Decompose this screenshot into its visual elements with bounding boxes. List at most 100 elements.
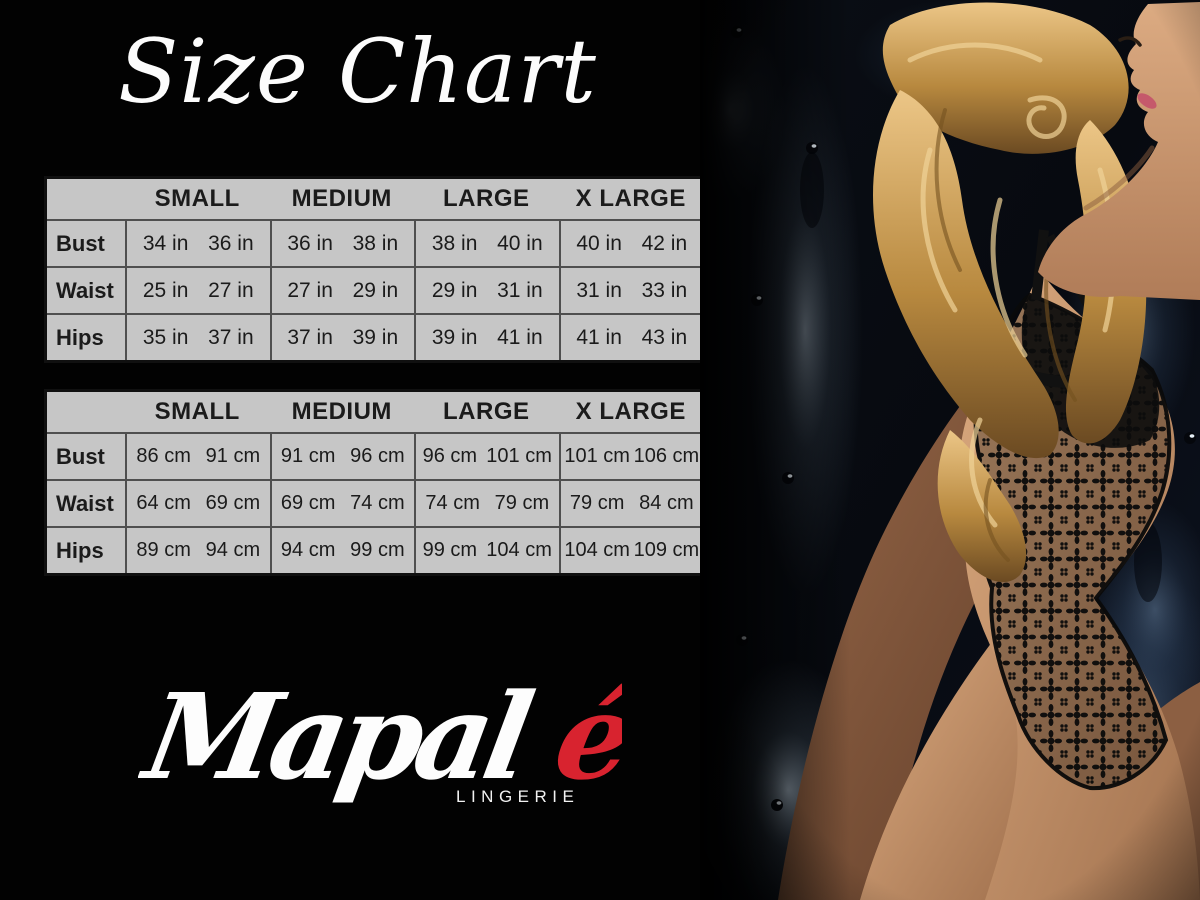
measure-value: 36 in	[287, 231, 333, 255]
measure-value: 29 in	[352, 278, 399, 302]
size-cell: 41 in 43 in	[558, 315, 704, 360]
measure-value: 91 cm	[205, 445, 261, 467]
brand-logo-art: Mapal é LINGERIE	[132, 668, 641, 807]
measure-value: 27 in	[208, 278, 254, 302]
brand-wordmark-red: é	[546, 668, 622, 807]
measure-value: 79 cm	[569, 492, 625, 514]
size-cell: 40 in 42 in	[558, 221, 704, 266]
size-cell: 86 cm 91 cm	[125, 434, 270, 479]
measure-value: 40 in	[576, 231, 622, 255]
measure-value: 74 cm	[350, 492, 405, 514]
brand-wordmark-text: Mapal é	[138, 668, 622, 807]
size-cell: 89 cm 94 cm	[125, 528, 270, 573]
size-cell: 35 in 37 in	[125, 315, 270, 360]
measure-value: 79 cm	[494, 492, 550, 514]
size-cell: 94 cm 99 cm	[269, 528, 415, 573]
measure-value: 99 cm	[350, 539, 405, 561]
size-cell: 36 in 38 in	[269, 221, 415, 266]
measure-value: 31 in	[497, 278, 543, 302]
size-table-centimeters: SMALL MEDIUM LARGE X LARGE Bust 86 cm 91…	[44, 389, 706, 576]
size-cell: 96 cm 101 cm	[414, 434, 559, 479]
size-table-inches: SMALL MEDIUM LARGE X LARGE Bust 34 in 36…	[44, 176, 706, 363]
column-header-large: LARGE	[443, 398, 530, 425]
measure-value: 89 cm	[136, 539, 191, 561]
measure-value: 43 in	[641, 325, 688, 349]
measure-value: 69 cm	[205, 492, 261, 514]
size-cell: 74 cm 79 cm	[414, 481, 559, 526]
table-row-bust: Bust 34 in 36 in 36 in 38 in 38 in 40 in…	[47, 219, 703, 266]
measure-value: 91 cm	[280, 445, 336, 467]
brand-wordmark-white: Mapal	[138, 668, 541, 807]
measure-value: 101 cm	[486, 445, 552, 467]
table-row-waist: Waist 64 cm 69 cm 69 cm 74 cm 74 cm 79 c…	[47, 479, 703, 526]
size-cell: 38 in 40 in	[414, 221, 559, 266]
row-label: Waist	[56, 277, 114, 303]
vignette-overlay	[700, 0, 1200, 900]
size-cell: 34 in 36 in	[125, 221, 270, 266]
row-label: Bust	[56, 230, 105, 256]
column-header-xlarge: X LARGE	[575, 398, 686, 425]
measure-value: 109 cm	[633, 539, 700, 561]
measure-value: 41 in	[576, 325, 622, 349]
column-header-xlarge: X LARGE	[575, 185, 686, 212]
column-header-medium: MEDIUM	[291, 185, 392, 212]
brand-wordmark: Mapal é	[132, 668, 641, 807]
measure-value: 29 in	[431, 278, 478, 302]
measure-value: 25 in	[142, 278, 189, 302]
brand-tagline: LINGERIE	[456, 787, 579, 806]
measure-value: 36 in	[208, 231, 254, 255]
measure-value: 104 cm	[564, 539, 630, 561]
table-row-bust: Bust 86 cm 91 cm 91 cm 96 cm 96 cm 101 c…	[47, 432, 703, 479]
measure-value: 38 in	[352, 231, 399, 255]
table-header-row: SMALL MEDIUM LARGE X LARGE	[47, 179, 703, 219]
measure-value: 96 cm	[350, 445, 405, 467]
row-label: Hips	[56, 324, 104, 350]
measure-value: 64 cm	[136, 492, 191, 514]
measure-value: 34 in	[142, 231, 189, 255]
measure-value: 42 in	[641, 231, 688, 255]
row-label: Hips	[56, 537, 104, 563]
column-header-medium: MEDIUM	[291, 398, 392, 425]
row-label: Bust	[56, 443, 105, 469]
measure-value: 37 in	[287, 325, 333, 349]
measure-value: 99 cm	[422, 539, 478, 561]
measure-value: 35 in	[142, 325, 189, 349]
size-cell: 91 cm 96 cm	[269, 434, 415, 479]
measure-value: 39 in	[352, 325, 399, 349]
measure-value: 84 cm	[639, 492, 694, 514]
size-cell: 37 in 39 in	[269, 315, 415, 360]
brand-logo: Mapal é LINGERIE	[132, 646, 641, 850]
measure-value: 94 cm	[280, 539, 336, 561]
measure-value: 106 cm	[633, 445, 700, 467]
size-cell: 29 in 31 in	[414, 268, 559, 313]
measure-value: 101 cm	[564, 445, 630, 467]
size-cell: 64 cm 69 cm	[125, 481, 270, 526]
size-cell: 104 cm 109 cm	[558, 528, 704, 573]
measure-value: 40 in	[497, 231, 543, 255]
row-label: Waist	[56, 490, 114, 516]
table-row-hips: Hips 35 in 37 in 37 in 39 in 39 in 41 in…	[47, 313, 703, 360]
measure-value: 69 cm	[280, 492, 336, 514]
table-header-row: SMALL MEDIUM LARGE X LARGE	[47, 392, 703, 432]
measure-value: 41 in	[497, 325, 543, 349]
size-cell: 39 in 41 in	[414, 315, 559, 360]
size-cell: 69 cm 74 cm	[269, 481, 415, 526]
measure-value: 31 in	[576, 278, 622, 302]
page-title: Size Chart	[118, 20, 597, 123]
measure-value: 74 cm	[425, 492, 480, 514]
measure-value: 37 in	[208, 325, 254, 349]
column-header-large: LARGE	[443, 185, 530, 212]
measure-value: 94 cm	[205, 539, 261, 561]
measure-value: 39 in	[431, 325, 478, 349]
table-row-waist: Waist 25 in 27 in 27 in 29 in 29 in 31 i…	[47, 266, 703, 313]
size-cell: 31 in 33 in	[558, 268, 704, 313]
size-cell: 79 cm 84 cm	[558, 481, 704, 526]
column-header-small: SMALL	[154, 185, 240, 212]
column-header-small: SMALL	[154, 398, 240, 425]
measure-value: 27 in	[287, 278, 333, 302]
size-cell: 99 cm 104 cm	[414, 528, 559, 573]
measure-value: 104 cm	[486, 539, 552, 561]
measure-value: 38 in	[431, 231, 478, 255]
model-photo	[700, 0, 1200, 900]
